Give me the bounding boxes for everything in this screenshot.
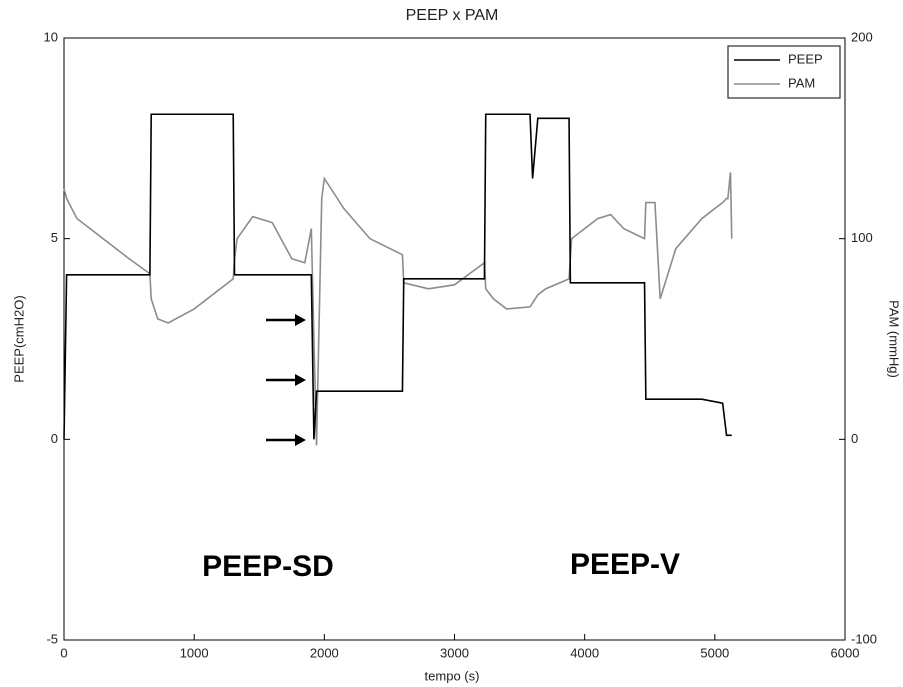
y2-tick-label: 100: [851, 230, 873, 245]
x-tick-label: 3000: [440, 645, 469, 660]
y-axis-label: PEEP(cmH2O): [11, 295, 26, 382]
x-axis-label: tempo (s): [425, 668, 480, 683]
legend-label: PEEP: [788, 51, 823, 66]
line-series: [63, 113, 732, 440]
y-tick-label: -5: [46, 631, 58, 646]
arrows: [266, 314, 306, 446]
x-tick-label: 5000: [700, 645, 729, 660]
y2-tick-label: 0: [851, 431, 858, 446]
annotation: PEEP-SD: [202, 550, 334, 583]
y2-tick-label: 200: [851, 29, 873, 44]
x-tick-label: 1000: [180, 645, 209, 660]
y2-axis-label: PAM (mmHg): [887, 300, 902, 378]
y-tick-label: 10: [44, 29, 58, 44]
annotation: PEEP-V: [570, 548, 680, 581]
chart-title: PEEP x PAM: [406, 7, 499, 24]
x-tick-label: 0: [60, 645, 67, 660]
x-tick-label: 6000: [831, 645, 860, 660]
legend-label: PAM: [788, 75, 815, 90]
x-tick-label: 4000: [570, 645, 599, 660]
legend-box: [727, 45, 841, 99]
x-tick-label: 2000: [310, 645, 339, 660]
y-tick-label: 5: [51, 230, 58, 245]
y2-tick-label: -100: [851, 631, 877, 646]
y-tick-label: 0: [51, 431, 58, 446]
plot-area: [63, 37, 846, 641]
